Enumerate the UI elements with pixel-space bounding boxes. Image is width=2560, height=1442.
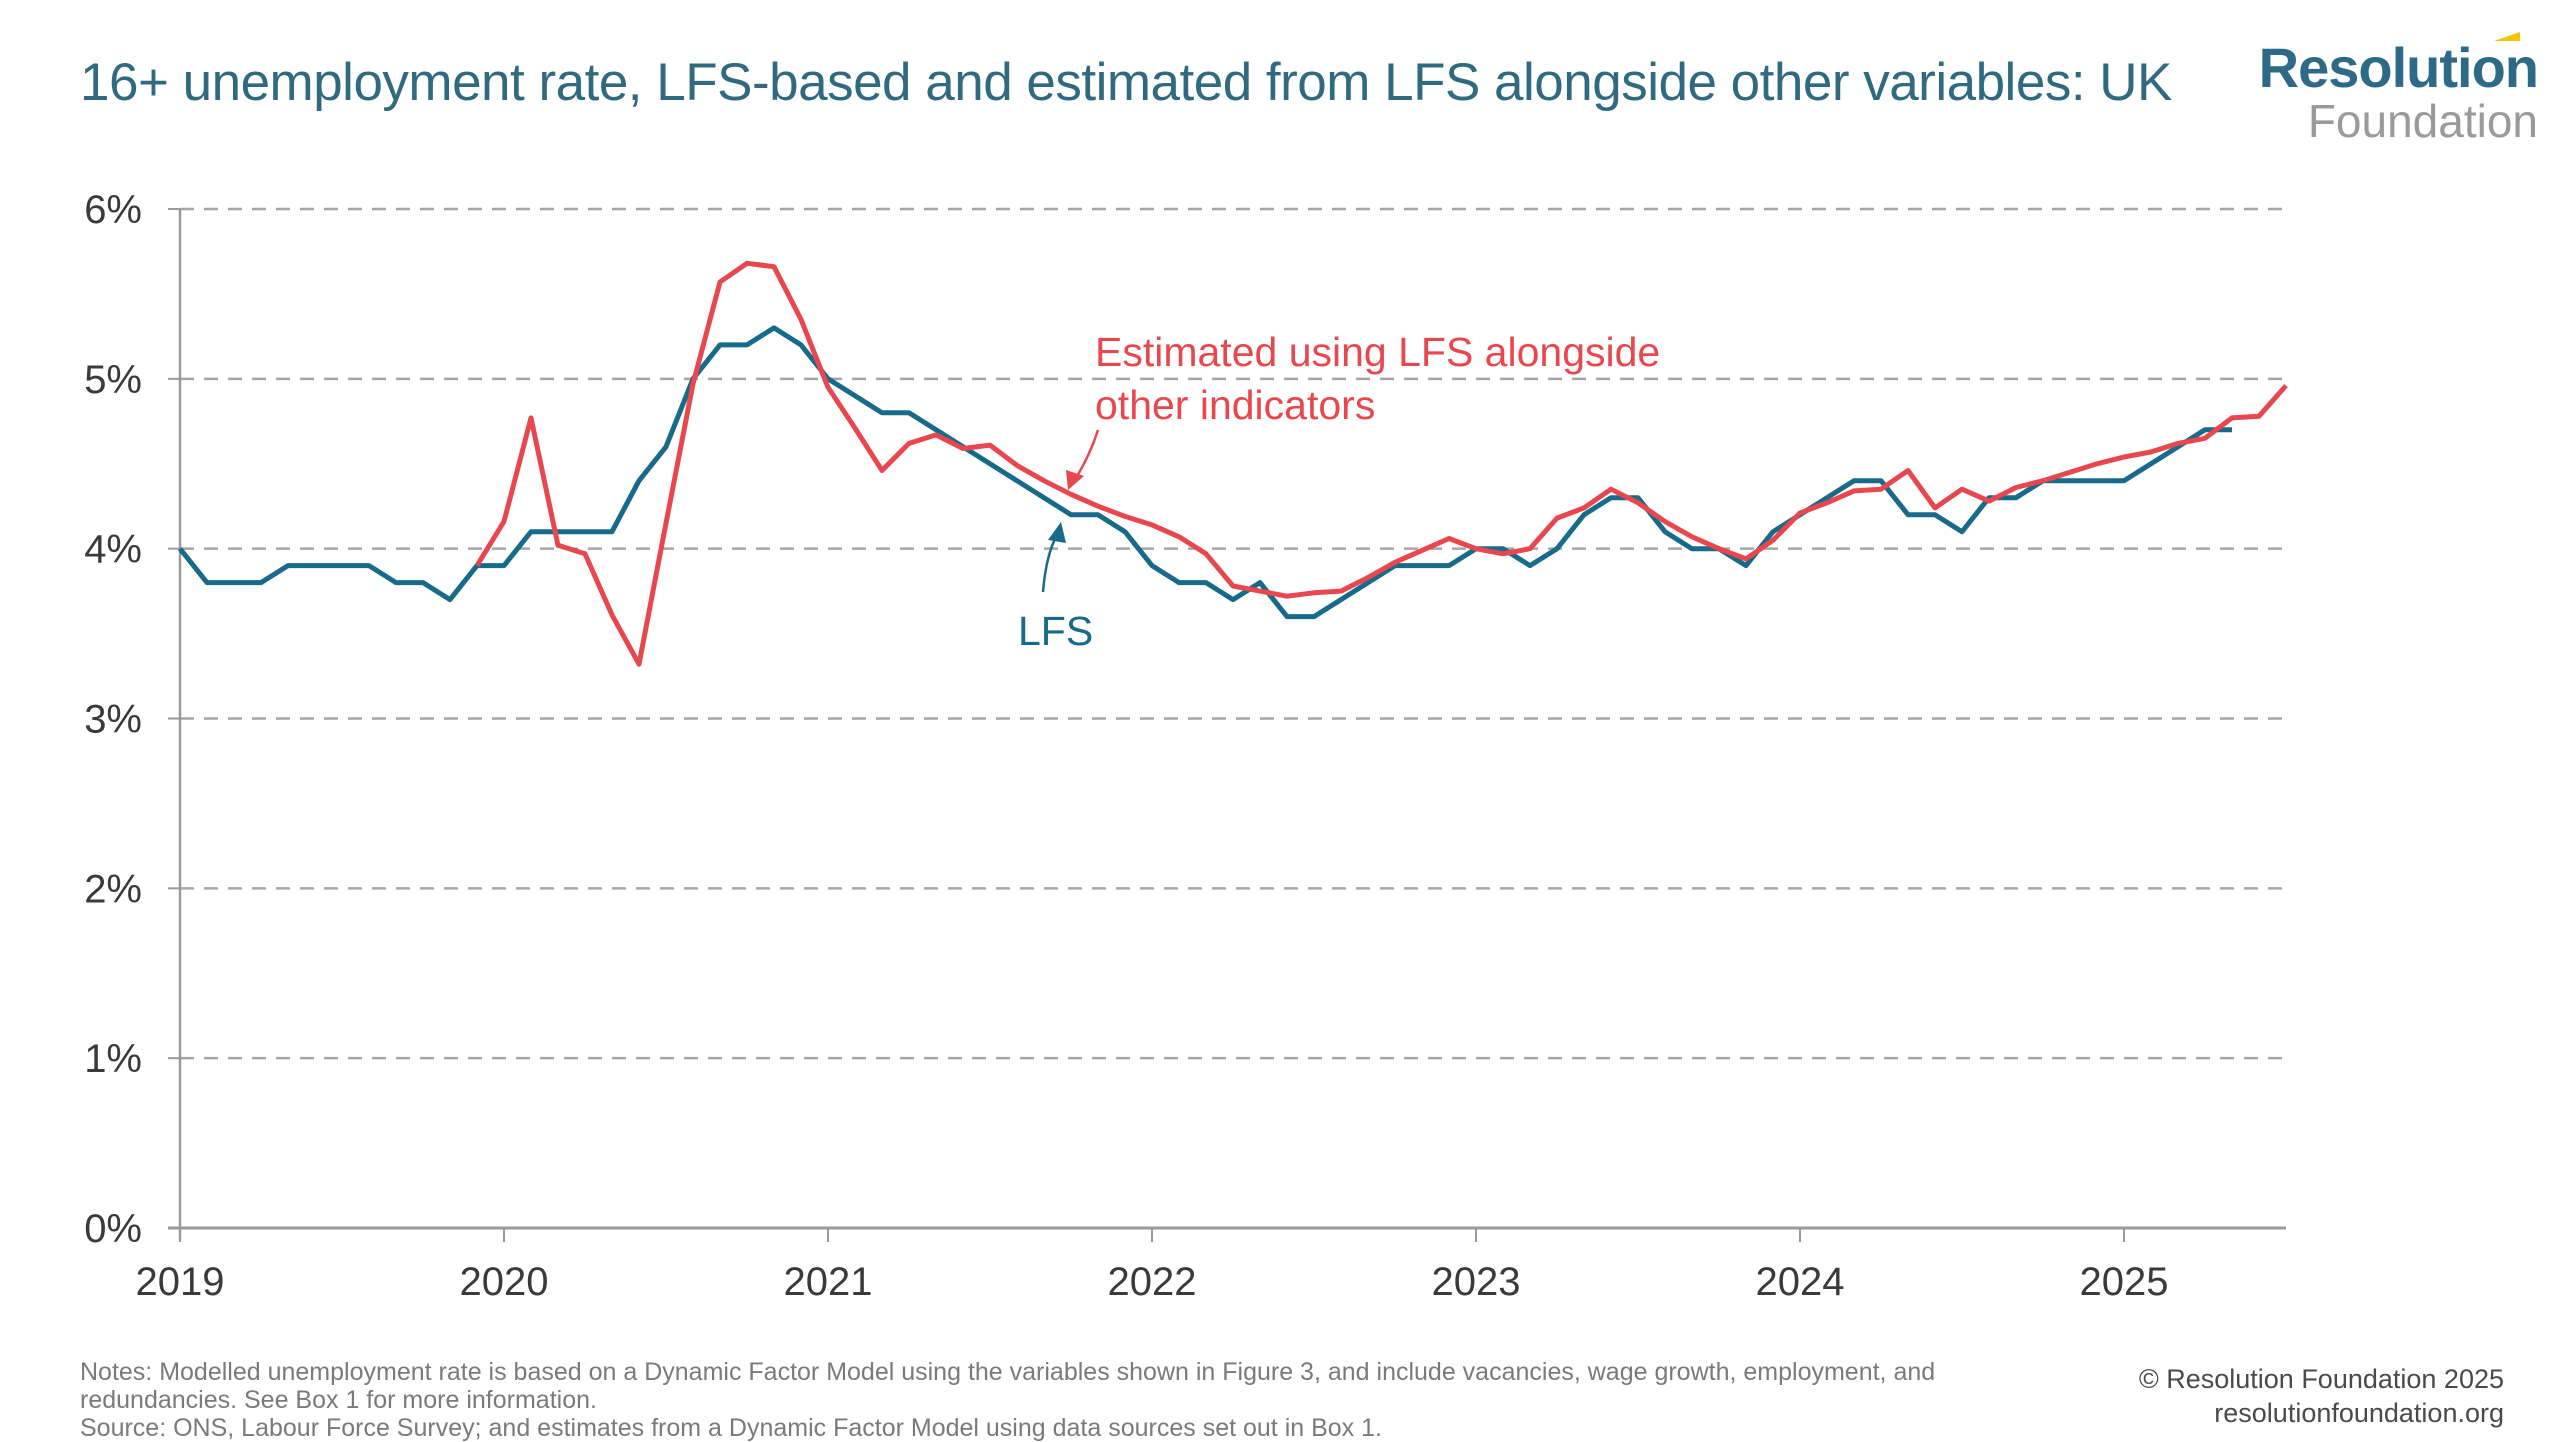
- logo-sub-text: Foundation: [2307, 95, 2538, 147]
- annotations: Estimated using LFS alongside other indi…: [1018, 329, 1660, 654]
- footer-notes: Notes: Modelled unemployment rate is bas…: [80, 1358, 2120, 1442]
- resolution-foundation-logo: Resolution Foundation: [2259, 32, 2539, 147]
- notes-line-1: Notes: Modelled unemployment rate is bas…: [80, 1358, 1936, 1386]
- estimated-series-label-line2: other indicators: [1095, 382, 1375, 428]
- gridlines: [168, 207, 2286, 1060]
- lfs-series-line: [178, 325, 2232, 620]
- logo-wordmark: Resolution: [2258, 36, 2539, 99]
- website-link[interactable]: resolutionfoundation.org: [2214, 1398, 2504, 1428]
- source-line: Source: ONS, Labour Force Survey; and es…: [80, 1414, 1382, 1442]
- x-tick-label: 2025: [2080, 1260, 2169, 1304]
- logo-accent-icon: [2494, 32, 2520, 41]
- logo-main-text: Resolution: [2259, 32, 2539, 96]
- lfs-arrow-icon: [1041, 534, 1059, 593]
- y-tick-label: 2%: [84, 867, 142, 911]
- chart-title: 16+ unemployment rate, LFS-based and est…: [80, 53, 2172, 112]
- lfs-series-label: LFS: [1018, 608, 1093, 654]
- estimated-arrowhead-icon: [1066, 470, 1084, 490]
- y-tick-label: 6%: [84, 188, 142, 232]
- y-tick-label: 0%: [84, 1207, 142, 1251]
- estimated-series-line: [474, 260, 2288, 667]
- copyright-text: © Resolution Foundation 2025: [2138, 1364, 2504, 1394]
- y-tick-label: 5%: [84, 358, 142, 402]
- y-tick-label: 4%: [84, 528, 142, 572]
- y-tick-label: 1%: [84, 1037, 142, 1081]
- lfs-arrowhead-icon: [1048, 522, 1066, 543]
- notes-line-2: redundancies. See Box 1 for more informa…: [80, 1386, 597, 1414]
- y-tick-label: 3%: [84, 698, 142, 742]
- series-lines: [178, 260, 2288, 667]
- x-tick-label: 2019: [136, 1260, 225, 1304]
- footer-credits: © Resolution Foundation 2025 resolutionf…: [2139, 1362, 2504, 1430]
- estimated-arrow-icon: [1074, 429, 1100, 479]
- x-tick-label: 2023: [1432, 1260, 1521, 1304]
- x-tick-label: 2024: [1756, 1260, 1845, 1304]
- x-tick-label: 2020: [460, 1260, 549, 1304]
- x-tick-label: 2021: [784, 1260, 873, 1304]
- x-tick-label: 2022: [1108, 1260, 1197, 1304]
- estimated-series-label-line1: Estimated using LFS alongside: [1095, 329, 1660, 375]
- axes: 0% 1% 2% 3% 4% 5% 6% 2019 2020 2021 2022 2023 2024 20…: [84, 188, 2286, 1304]
